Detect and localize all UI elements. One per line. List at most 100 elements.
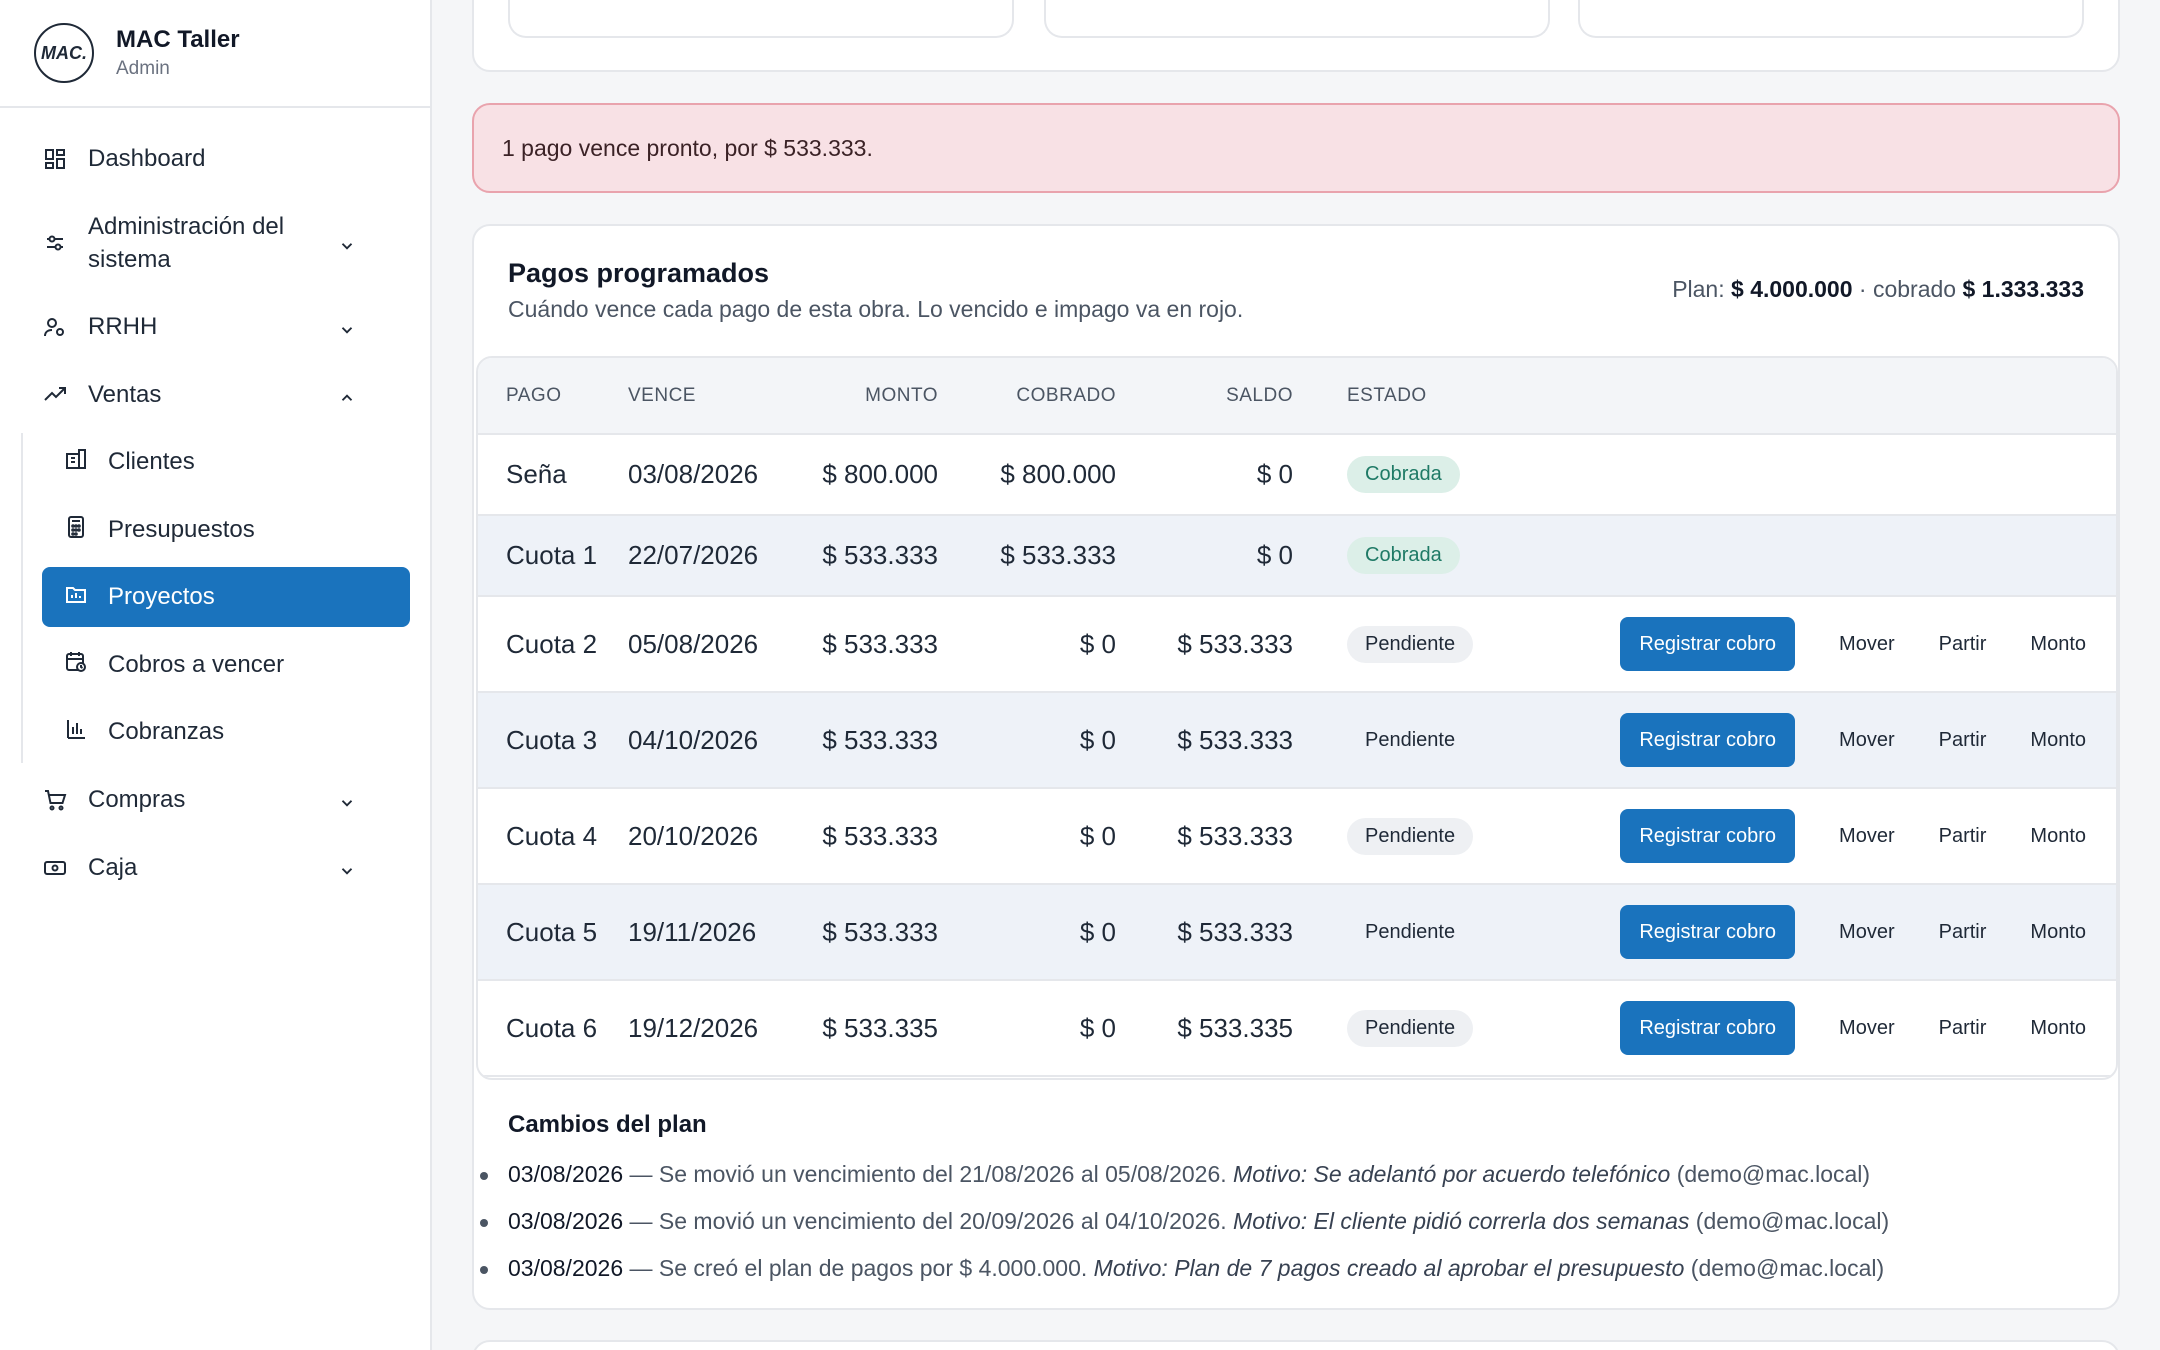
sidebar-item-rrhh[interactable]: RRHH [42, 310, 400, 343]
register-payment-button[interactable]: Registrar cobro [1620, 1001, 1796, 1055]
move-button[interactable]: Mover [1839, 824, 1895, 847]
split-button[interactable]: Partir [1938, 632, 1987, 655]
status-badge: Cobrada [1347, 456, 1460, 493]
status-badge: Pendiente [1365, 728, 1456, 751]
sidebar: MAC. MAC Taller Admin Dashboard Administ… [0, 0, 432, 1350]
changes-title: Cambios del plan [508, 1111, 707, 1138]
submenu-divider [21, 433, 23, 763]
cell-cobrado: $ 0 [938, 692, 1116, 789]
column-header-saldo: SALDO [1116, 358, 1293, 435]
trending-up-icon [42, 382, 68, 408]
chevron-up-icon [338, 386, 356, 404]
amount-button[interactable]: Monto [2030, 1016, 2086, 1039]
cell-vence: 05/08/2026 [628, 596, 813, 693]
alert-text: 1 pago vence pronto, por $ 533.333. [502, 134, 873, 161]
move-button[interactable]: Mover [1839, 728, 1895, 751]
cell-cobrado: $ 0 [938, 884, 1116, 981]
changes-list: 03/08/2026 — Se movió un vencimiento del… [480, 1154, 2098, 1295]
cell-monto: $ 533.333 [813, 596, 938, 693]
split-button[interactable]: Partir [1938, 728, 1987, 751]
cell-saldo: $ 0 [1116, 515, 1293, 597]
sidebar-item-dashboard[interactable]: Dashboard [42, 142, 400, 175]
move-button[interactable]: Mover [1839, 920, 1895, 943]
plan-cobrado: $ 1.333.333 [1962, 276, 2084, 302]
sidebar-item-proyectos[interactable]: Proyectos [42, 567, 410, 627]
table-row: Cuota 1 22/07/2026 $ 533.333 $ 533.333 $… [478, 515, 2116, 597]
brand-name: MAC Taller [116, 26, 240, 53]
cell-pago: Seña [478, 434, 628, 516]
user-role: Admin [116, 58, 170, 79]
split-button[interactable]: Partir [1938, 920, 1987, 943]
cell-pago: Cuota 3 [478, 692, 628, 789]
table-row: Cuota 6 19/12/2026 $ 533.335 $ 0 $ 533.3… [478, 980, 2116, 1077]
register-payment-button[interactable]: Registrar cobro [1620, 905, 1796, 959]
sidebar-item-label: Proyectos [108, 583, 215, 610]
sidebar-item-caja[interactable]: Caja [42, 851, 400, 884]
scheduled-payments-card: Pagos programados Cuándo vence cada pago… [472, 224, 2120, 1310]
sidebar-item-label: RRHH [88, 313, 158, 340]
table-row: Cuota 4 20/10/2026 $ 533.333 $ 0 $ 533.3… [478, 788, 2116, 885]
cell-saldo: $ 0 [1116, 434, 1293, 516]
section-subtitle: Cuándo vence cada pago de esta obra. Lo … [508, 296, 1244, 322]
cell-saldo: $ 533.333 [1116, 692, 1293, 789]
cell-monto: $ 533.335 [813, 980, 938, 1077]
move-button[interactable]: Mover [1839, 632, 1895, 655]
column-header-cobrado: COBRADO [938, 358, 1116, 435]
register-payment-button[interactable]: Registrar cobro [1620, 713, 1796, 767]
amount-button[interactable]: Monto [2030, 632, 2086, 655]
sidebar-item-ventas[interactable]: Ventas [42, 378, 400, 411]
cell-pago: Cuota 4 [478, 788, 628, 885]
folder-chart-icon [64, 582, 88, 613]
cell-cobrado: $ 0 [938, 980, 1116, 1077]
table-row: Cuota 2 05/08/2026 $ 533.333 $ 0 $ 533.3… [478, 596, 2116, 693]
cash-icon [42, 855, 68, 881]
sidebar-item-label: Cobranzas [108, 718, 225, 745]
register-payment-button[interactable]: Registrar cobro [1620, 617, 1796, 671]
cell-monto: $ 533.333 [813, 884, 938, 981]
cell-pago: Cuota 6 [478, 980, 628, 1077]
amount-button[interactable]: Monto [2030, 824, 2086, 847]
table-row: Cuota 3 04/10/2026 $ 533.333 $ 0 $ 533.3… [478, 692, 2116, 789]
sidebar-item-label: Clientes [108, 448, 195, 475]
chevron-down-icon [338, 318, 356, 336]
register-payment-button[interactable]: Registrar cobro [1620, 809, 1796, 863]
summary-tile [1578, 0, 2084, 38]
payments-table: PAGO VENCE MONTO COBRADO SALDO ESTADO Se… [476, 356, 2118, 1080]
status-badge: Pendiente [1347, 1009, 1474, 1047]
calendar-clock-icon [64, 650, 88, 681]
sidebar-item-clientes[interactable]: Clientes [42, 432, 410, 492]
sidebar-item-label: Presupuestos [108, 516, 255, 543]
sidebar-item-label: Dashboard [88, 145, 206, 172]
split-button[interactable]: Partir [1938, 824, 1987, 847]
table-row: Cuota 5 19/11/2026 $ 533.333 $ 0 $ 533.3… [478, 884, 2116, 981]
cell-vence: 22/07/2026 [628, 515, 813, 597]
amount-button[interactable]: Monto [2030, 728, 2086, 751]
chevron-down-icon [338, 234, 356, 252]
summary-tile [1044, 0, 1550, 38]
sidebar-item-cobranzas[interactable]: Cobranzas [42, 702, 410, 762]
table-header-row: PAGO VENCE MONTO COBRADO SALDO ESTADO [478, 358, 2116, 435]
cell-saldo: $ 533.333 [1116, 884, 1293, 981]
cart-icon [42, 787, 68, 813]
cell-vence: 19/12/2026 [628, 980, 813, 1077]
list-item: 03/08/2026 — Se creó el plan de pagos po… [480, 1248, 2098, 1295]
split-button[interactable]: Partir [1938, 1016, 1987, 1039]
column-header-vence: VENCE [628, 358, 813, 435]
cell-saldo: $ 533.333 [1116, 596, 1293, 693]
list-item: 03/08/2026 — Se movió un vencimiento del… [480, 1201, 2098, 1248]
brand-header: MAC. MAC Taller Admin [0, 0, 430, 108]
move-button[interactable]: Mover [1839, 1016, 1895, 1039]
sidebar-item-administracion[interactable]: Administración del sistema [42, 210, 400, 276]
sidebar-item-cobros-a-vencer[interactable]: Cobros a vencer [42, 635, 410, 695]
sidebar-item-presupuestos[interactable]: Presupuestos [42, 500, 410, 560]
due-soon-alert: 1 pago vence pronto, por $ 533.333. [472, 103, 2120, 193]
amount-button[interactable]: Monto [2030, 920, 2086, 943]
cell-pago: Cuota 5 [478, 884, 628, 981]
sidebar-item-label: Cobros a vencer [108, 651, 285, 678]
cell-vence: 20/10/2026 [628, 788, 813, 885]
sidebar-item-label: Caja [88, 854, 138, 881]
cell-monto: $ 800.000 [813, 434, 938, 516]
sidebar-item-compras[interactable]: Compras [42, 783, 400, 816]
cell-saldo: $ 533.335 [1116, 980, 1293, 1077]
cell-saldo: $ 533.333 [1116, 788, 1293, 885]
